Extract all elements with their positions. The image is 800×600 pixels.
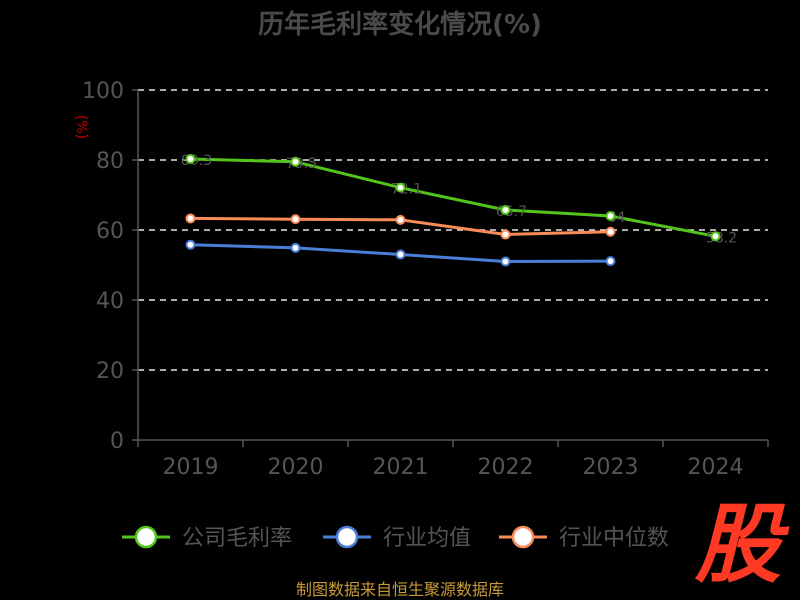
data-point	[605, 226, 616, 237]
legend-swatch-marker	[511, 525, 535, 549]
legend: 公司毛利率 行业均值 行业中位数	[122, 525, 669, 551]
legend-item-2: 行业中位数	[499, 525, 669, 551]
series-line	[190, 157, 716, 238]
legend-swatch-marker	[134, 525, 158, 549]
data-point	[290, 242, 301, 253]
y-tick-labels: 0 20 40 60 80 100	[82, 79, 124, 454]
data-point	[500, 229, 511, 240]
legend-label: 公司毛利率	[182, 526, 292, 551]
data-point	[605, 211, 616, 221]
data-point	[185, 239, 196, 250]
x-tick-labels: 2019 2020 2021 2022 2023 2024	[163, 455, 744, 480]
chart-title: 历年毛利率变化情况(%)	[258, 9, 542, 40]
y-tick-label: 80	[96, 149, 124, 174]
data-point	[605, 256, 616, 267]
legend-label: 行业均值	[383, 526, 471, 551]
legend-item-1: 行业均值	[323, 525, 471, 551]
data-point	[185, 153, 196, 164]
legend-item-0: 公司毛利率	[122, 525, 292, 551]
logo: 股	[694, 495, 790, 595]
data-point	[395, 182, 406, 193]
y-tick-label: 100	[82, 79, 124, 104]
x-tick-label: 2022	[478, 455, 534, 480]
y-tick-label: 20	[96, 359, 124, 384]
data-point	[710, 231, 721, 242]
series-1	[185, 239, 616, 267]
data-point	[395, 214, 406, 225]
y-tick-label: 60	[96, 219, 124, 244]
source-text: 制图数据来自恒生聚源数据库	[296, 580, 504, 599]
grid-lines	[138, 89, 768, 371]
x-tick-label: 2021	[373, 455, 429, 480]
data-point	[290, 156, 301, 167]
y-tick-label: 0	[110, 429, 124, 454]
y-axis-unit: (%)	[73, 115, 89, 139]
x-tick-label: 2020	[268, 455, 324, 480]
data-label: 72.1	[391, 182, 422, 198]
x-tick-label: 2019	[163, 455, 219, 480]
data-point	[395, 249, 406, 260]
x-tick-label: 2023	[583, 455, 639, 480]
series-2	[185, 213, 616, 240]
data-label: 80.3	[181, 153, 212, 169]
data-point	[500, 205, 511, 216]
data-point	[500, 256, 511, 267]
data-point	[290, 214, 301, 225]
data-label: 58.2	[706, 230, 737, 246]
data-label: 79.5	[286, 156, 317, 172]
y-tick-label: 40	[96, 289, 124, 314]
logo-glyph: 股	[694, 495, 790, 595]
data-point	[185, 213, 196, 224]
x-tick-label: 2024	[688, 455, 744, 480]
axes	[132, 89, 769, 447]
legend-swatch-marker	[335, 525, 359, 549]
legend-label: 行业中位数	[559, 526, 669, 551]
data-label: 65.7	[496, 204, 527, 220]
